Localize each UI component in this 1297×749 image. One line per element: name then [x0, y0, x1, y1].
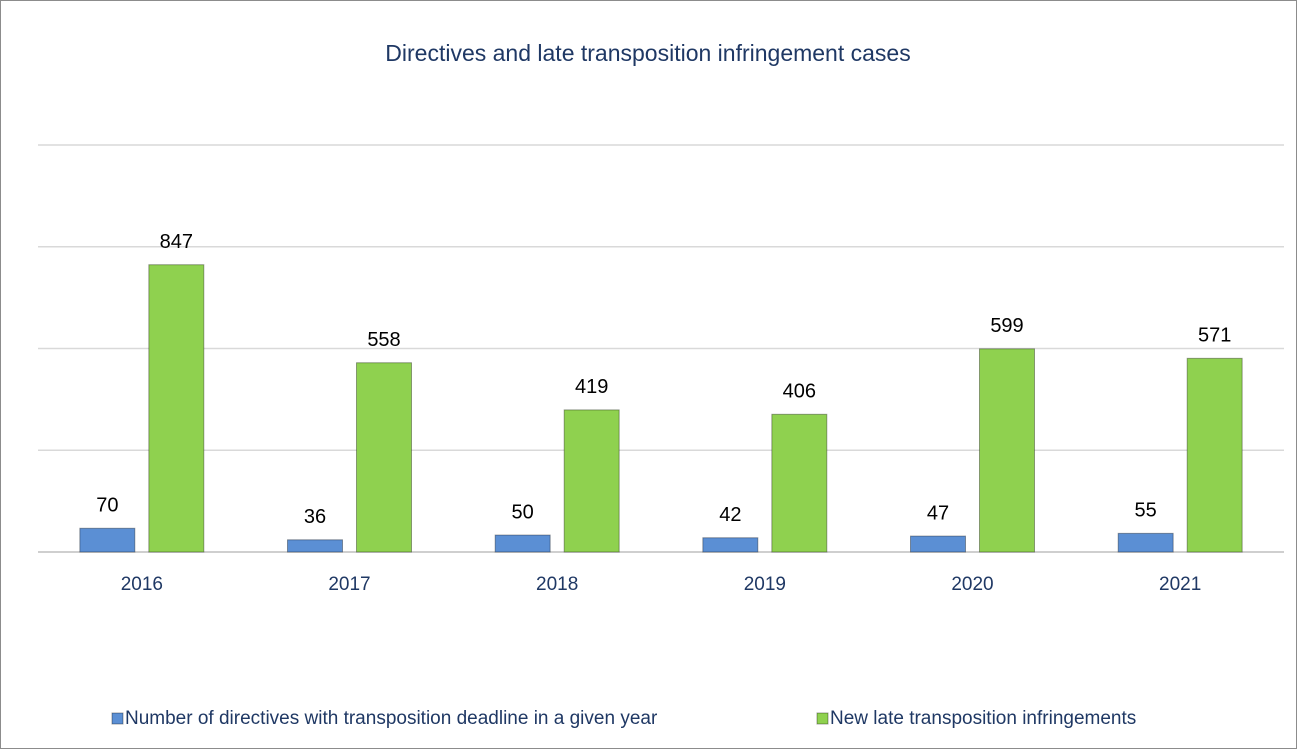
data-label: 571	[1198, 325, 1231, 347]
x-tick-label: 2019	[744, 574, 786, 595]
bar	[563, 409, 620, 553]
data-label: 36	[304, 506, 326, 528]
legend-swatch	[111, 712, 124, 725]
x-tick-label: 2016	[121, 574, 163, 595]
x-tick-label: 2017	[328, 574, 370, 595]
x-tick-label: 2018	[536, 574, 578, 595]
bar	[79, 527, 136, 553]
legend-swatch	[816, 712, 829, 725]
bar	[702, 537, 759, 553]
bar	[287, 539, 343, 553]
data-label: 406	[783, 381, 816, 403]
legend-label: Number of directives with transposition …	[125, 708, 658, 729]
data-label: 70	[96, 495, 118, 517]
data-label: 42	[719, 504, 741, 526]
x-tick-label: 2020	[951, 574, 993, 595]
data-label: 55	[1135, 500, 1157, 522]
bar	[771, 413, 828, 553]
bar	[494, 534, 551, 553]
bar	[1117, 532, 1174, 553]
bar	[910, 535, 966, 553]
chart-title: Directives and late transposition infrin…	[385, 40, 910, 66]
data-label: 558	[367, 329, 400, 351]
legend-label: New late transposition infringements	[830, 708, 1136, 729]
x-tick-label: 2021	[1159, 574, 1201, 595]
data-label: 419	[575, 376, 608, 398]
bar	[979, 348, 1035, 553]
bar	[356, 362, 412, 553]
bar	[148, 264, 205, 553]
data-label: 47	[927, 502, 949, 524]
bar	[1186, 357, 1243, 553]
data-label: 50	[512, 501, 534, 523]
data-label: 599	[990, 315, 1023, 337]
data-label: 847	[160, 231, 193, 253]
